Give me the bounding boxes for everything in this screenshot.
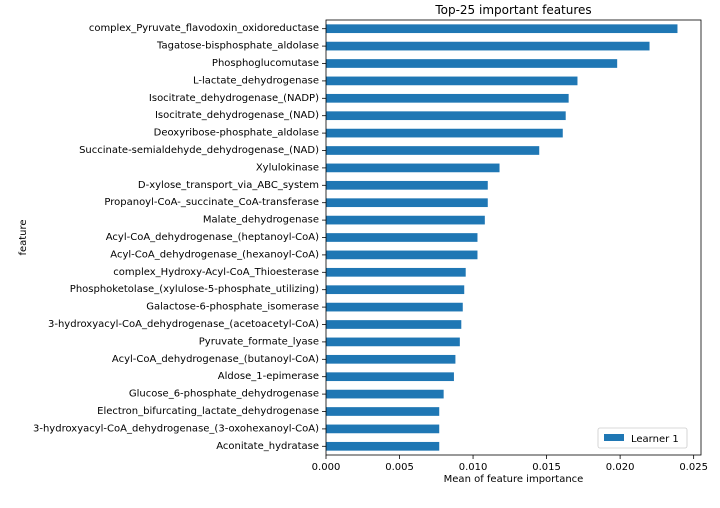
x-axis-label: Mean of feature importance (444, 474, 584, 485)
y-tick-label: Tagatose-bisphosphate_aldolase (156, 41, 319, 52)
y-tick-label: L-lactate_dehydrogenase (193, 75, 319, 86)
legend-swatch (604, 434, 624, 441)
y-tick-label: Pyruvate_formate_lyase (199, 336, 319, 347)
bar (326, 146, 540, 155)
y-tick-label: Propanoyl-CoA-_succinate_CoA-transferase (104, 197, 319, 208)
bar (326, 250, 478, 260)
y-axis-label: feature (18, 219, 29, 255)
legend: Learner 1 (597, 427, 688, 449)
bar (326, 285, 465, 295)
bar (326, 180, 488, 190)
y-tick-label: Aconitate_hydratase (216, 441, 319, 452)
bar (326, 111, 566, 121)
bar (326, 41, 650, 51)
bar (326, 76, 578, 86)
plot-frame (325, 19, 702, 456)
x-tick-label: 0.020 (606, 462, 635, 473)
bar (326, 267, 466, 277)
x-axis: 0.000 0.005 0.010 0.015 0.020 0.025 (312, 455, 708, 473)
x-tick-label: 0.000 (312, 462, 341, 473)
category-labels: complex_Pyruvate_flavodoxin_oxidoreducta… (33, 23, 326, 452)
y-tick-label: Isocitrate_dehydrogenase_(NADP) (149, 93, 319, 104)
bar (326, 163, 500, 173)
y-tick-label: complex_Pyruvate_flavodoxin_oxidoreducta… (89, 23, 319, 34)
y-tick-label: Electron_bifurcating_lactate_dehydrogena… (97, 406, 319, 417)
y-tick-label: Malate_dehydrogenase (203, 215, 319, 226)
bar (326, 128, 563, 138)
bar (326, 424, 440, 434)
bar (326, 233, 478, 242)
bar (326, 24, 678, 34)
y-tick-label: 3-hydroxyacyl-CoA_dehydrogenase_(acetoac… (48, 319, 319, 330)
y-tick-label: Galactose-6-phosphate_isomerase (146, 302, 319, 313)
bars-layer (326, 24, 678, 451)
y-tick-label: Acyl-CoA_dehydrogenase_(butanoyl-CoA) (112, 354, 319, 365)
x-tick-label: 0.010 (459, 462, 488, 473)
y-tick-label: 3-hydroxyacyl-CoA_dehydrogenase_(3-oxohe… (33, 423, 319, 434)
bar (326, 441, 440, 451)
bar (326, 320, 462, 329)
bar (326, 198, 488, 208)
y-tick-label: Aldose_1-epimerase (218, 371, 319, 382)
bar (326, 59, 618, 68)
y-tick-label: Acyl-CoA_dehydrogenase_(heptanoyl-CoA) (106, 232, 319, 243)
bar (326, 389, 444, 399)
x-tick-label: 0.015 (532, 462, 561, 473)
bar (326, 93, 569, 103)
y-tick-label: Isocitrate_dehydrogenase_(NAD) (155, 110, 319, 121)
y-tick-label: D-xylose_transport_via_ABC_system (138, 180, 319, 191)
y-tick-label: complex_Hydroxy-Acyl-CoA_Thioesterase (113, 267, 319, 278)
y-tick-label: Glucose_6-phosphate_dehydrogenase (129, 389, 319, 400)
bar (326, 302, 463, 312)
x-tick-label: 0.005 (385, 462, 414, 473)
y-tick-label: Phosphoglucomutase (212, 58, 319, 69)
legend-box (597, 427, 688, 449)
y-tick-label: Succinate-semialdehyde_dehydrogenase_(NA… (79, 145, 319, 156)
y-tick-label: Phosphoketolase_(xylulose-5-phosphate_ut… (70, 284, 319, 295)
y-tick-label: Deoxyribose-phosphate_aldolase (154, 128, 319, 139)
legend-label: Learner 1 (631, 434, 679, 445)
x-tick-label: 0.025 (679, 462, 708, 473)
bar (326, 215, 485, 225)
bar (326, 372, 454, 382)
chart-title: Top-25 important features (434, 3, 591, 17)
y-tick-label: Xylulokinase (256, 162, 319, 173)
bar (326, 407, 440, 416)
bar (326, 337, 460, 347)
bar (326, 354, 456, 364)
y-tick-label: Acyl-CoA_dehydrogenase_(hexanoyl-CoA) (110, 249, 319, 260)
